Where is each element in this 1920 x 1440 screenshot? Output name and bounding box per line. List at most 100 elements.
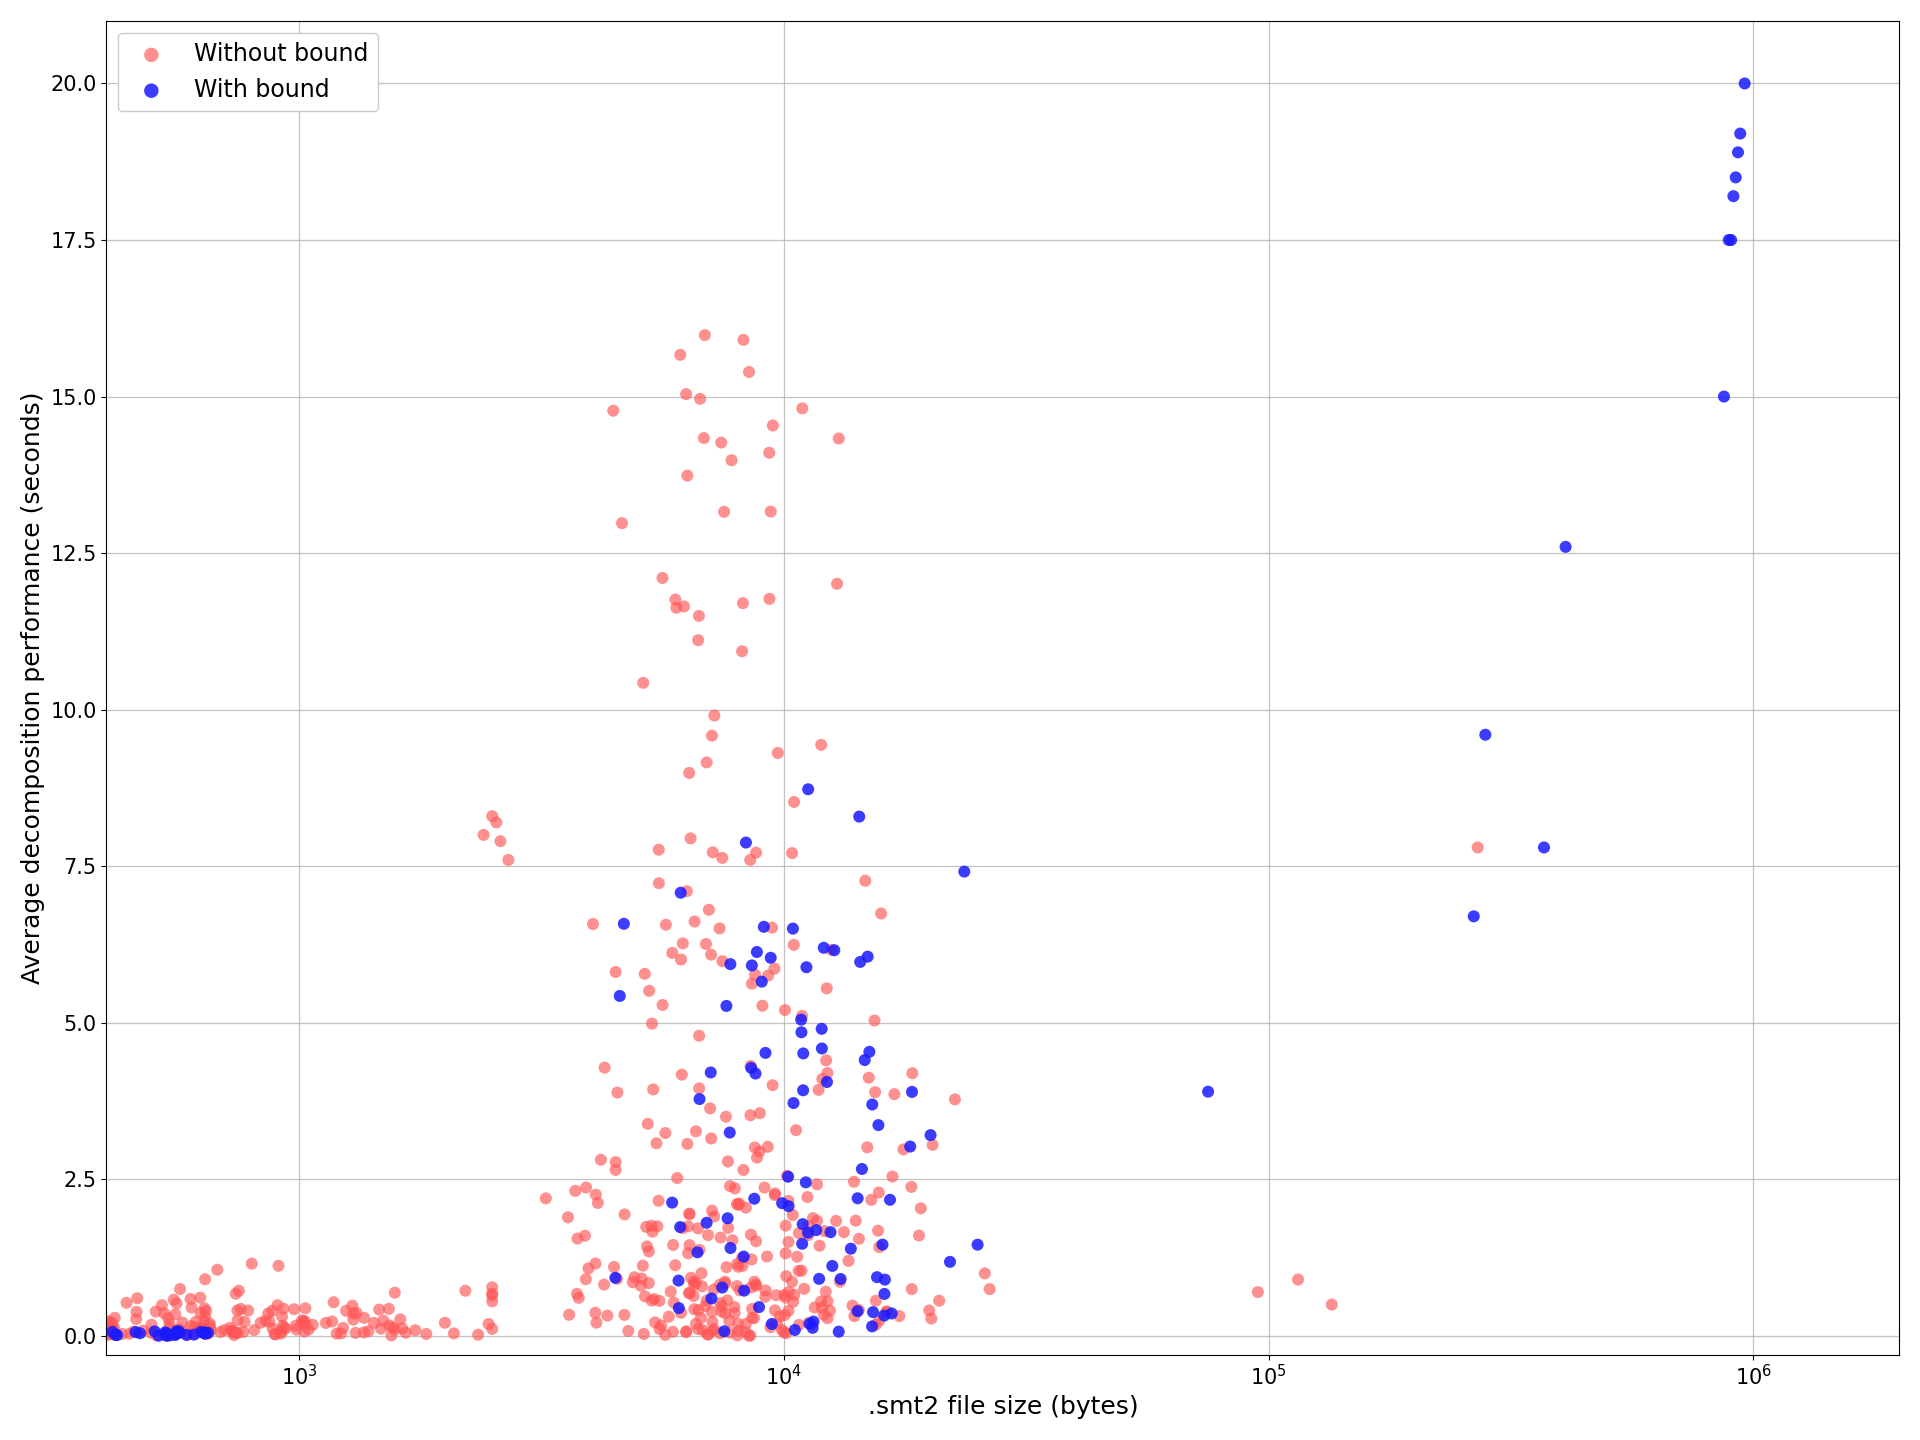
Without bound <box>737 1297 768 1320</box>
Without bound <box>666 948 697 971</box>
With bound <box>843 1300 874 1323</box>
Without bound <box>92 1323 123 1346</box>
Without bound <box>879 1083 910 1106</box>
Without bound <box>634 1240 664 1263</box>
Without bound <box>705 1322 735 1345</box>
Without bound <box>722 1323 753 1346</box>
Without bound <box>897 1175 927 1198</box>
Without bound <box>755 441 785 464</box>
Without bound <box>680 910 710 933</box>
With bound <box>849 1048 879 1071</box>
Without bound <box>380 1318 411 1341</box>
Without bound <box>697 841 728 864</box>
With bound <box>795 1312 826 1335</box>
Without bound <box>188 1310 219 1333</box>
With bound <box>1730 72 1761 95</box>
Without bound <box>1317 1293 1348 1316</box>
Without bound <box>365 1318 396 1341</box>
Without bound <box>674 1202 705 1225</box>
Without bound <box>639 1310 670 1333</box>
With bound <box>152 1323 182 1346</box>
Without bound <box>202 1259 232 1282</box>
With bound <box>845 805 876 828</box>
Without bound <box>839 1305 870 1328</box>
Without bound <box>684 605 714 628</box>
Without bound <box>288 1310 319 1333</box>
Without bound <box>780 791 810 814</box>
Without bound <box>858 1009 889 1032</box>
Without bound <box>674 1234 705 1257</box>
Without bound <box>687 1319 718 1342</box>
With bound <box>741 940 772 963</box>
Without bound <box>209 1319 240 1342</box>
With bound <box>858 1300 889 1323</box>
Without bound <box>866 901 897 924</box>
Without bound <box>84 1312 115 1335</box>
Without bound <box>205 1320 236 1344</box>
Without bound <box>338 1295 369 1318</box>
Without bound <box>668 932 699 955</box>
Without bound <box>100 1316 131 1339</box>
Without bound <box>770 1214 801 1237</box>
Without bound <box>741 1230 772 1253</box>
Without bound <box>722 1274 753 1297</box>
Without bound <box>810 1048 841 1071</box>
Without bound <box>637 1079 668 1102</box>
Without bound <box>877 1165 908 1188</box>
With bound <box>962 1233 993 1256</box>
Without bound <box>728 1158 758 1181</box>
Without bound <box>904 1224 935 1247</box>
Without bound <box>770 1241 801 1264</box>
Without bound <box>735 1325 766 1348</box>
Without bound <box>829 1221 860 1244</box>
Without bound <box>476 1318 507 1341</box>
Without bound <box>806 1067 837 1090</box>
Without bound <box>699 1318 730 1341</box>
Without bound <box>140 1300 171 1323</box>
With bound <box>161 1319 192 1342</box>
Without bound <box>188 1316 219 1339</box>
Without bound <box>188 1297 219 1320</box>
Without bound <box>897 1061 927 1084</box>
Without bound <box>359 1312 390 1335</box>
Without bound <box>707 949 737 972</box>
Without bound <box>44 1305 75 1328</box>
Without bound <box>228 1320 259 1344</box>
Without bound <box>804 1234 835 1257</box>
Without bound <box>739 1270 770 1293</box>
With bound <box>714 953 745 976</box>
Without bound <box>705 917 735 940</box>
Without bound <box>924 1289 954 1312</box>
With bound <box>845 950 876 973</box>
Without bound <box>710 1302 741 1325</box>
Without bound <box>601 1267 632 1290</box>
With bound <box>772 1165 803 1188</box>
Without bound <box>695 1097 726 1120</box>
Without bound <box>399 1319 430 1342</box>
Without bound <box>269 1297 300 1320</box>
Without bound <box>77 1320 108 1344</box>
Without bound <box>649 1323 680 1346</box>
Without bound <box>670 1320 701 1344</box>
Without bound <box>98 1320 129 1344</box>
Without bound <box>816 939 847 962</box>
With bound <box>152 1325 182 1348</box>
Without bound <box>589 1056 620 1079</box>
Without bound <box>221 1282 252 1305</box>
Without bound <box>674 1202 705 1225</box>
Without bound <box>728 1254 758 1277</box>
Without bound <box>806 1296 837 1319</box>
With bound <box>787 1233 818 1256</box>
With bound <box>730 1279 760 1302</box>
Without bound <box>184 1286 215 1309</box>
Without bound <box>837 1295 868 1318</box>
Without bound <box>65 1273 96 1296</box>
Without bound <box>770 1322 801 1345</box>
With bound <box>756 1312 787 1335</box>
With bound <box>144 1325 175 1348</box>
Without bound <box>225 1297 255 1320</box>
Without bound <box>714 1309 745 1332</box>
Without bound <box>666 1302 697 1325</box>
Without bound <box>586 1148 616 1171</box>
Without bound <box>92 1315 123 1338</box>
